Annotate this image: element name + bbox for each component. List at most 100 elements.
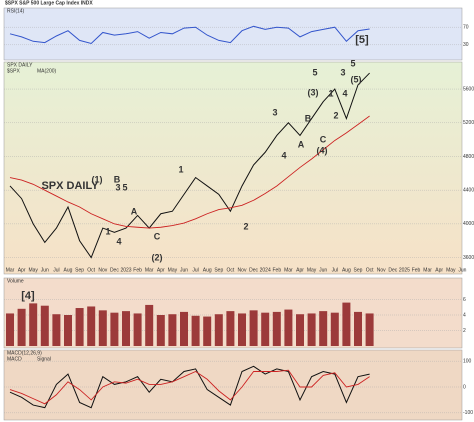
series-line <box>9 72 370 259</box>
wave-label: 5 <box>312 67 317 77</box>
y-tick-label: 4000 <box>463 221 474 227</box>
header: $SPX S&P 500 Large Cap Index INDX <box>5 0 93 6</box>
x-tick-label: 2024 <box>260 267 271 273</box>
y-tick-label: 4400 <box>463 187 474 193</box>
x-tick-label: Feb <box>272 267 281 273</box>
bar <box>168 314 177 346</box>
y-tick-label: 100 <box>463 358 472 364</box>
x-tick-label: Aug <box>203 267 212 273</box>
bar <box>342 302 351 346</box>
y-tick-label: 0 <box>463 384 466 390</box>
bar <box>191 315 200 346</box>
rsi-panel <box>3 7 463 61</box>
wave-label: 4 <box>281 150 286 160</box>
macd-panel <box>3 349 463 421</box>
wave-label: (2) <box>152 252 163 262</box>
panel-title: Volume <box>7 278 24 284</box>
bar <box>6 313 14 346</box>
x-tick-label: 2025 <box>399 267 410 273</box>
wave-label: A <box>131 206 138 216</box>
bar <box>122 311 130 346</box>
wave-label: 3 <box>340 67 345 77</box>
bar <box>319 311 328 346</box>
bar <box>145 304 154 346</box>
x-tick-label: Oct <box>366 267 374 273</box>
wave-label: 5 <box>122 182 127 192</box>
y-tick-label: 6 <box>463 297 466 303</box>
bar <box>17 308 26 346</box>
bar <box>365 313 374 346</box>
bar <box>272 311 281 346</box>
wave-label: 2 <box>243 221 248 231</box>
y-tick-label: 5200 <box>463 120 474 126</box>
wave-label: (4) <box>317 145 328 155</box>
x-tick-label: Apr <box>435 267 443 273</box>
x-tick-label: Apr <box>18 267 26 273</box>
series-line <box>9 369 370 405</box>
x-tick-label: Nov <box>377 267 386 273</box>
legend-entry: MACD <box>7 356 22 362</box>
wave-label: A <box>298 139 305 149</box>
wave-label: C <box>320 134 327 144</box>
price-panel <box>3 61 463 275</box>
series-line <box>9 365 370 409</box>
bar <box>226 311 235 346</box>
y-tick-label: -100 <box>463 410 473 416</box>
bar <box>296 314 304 346</box>
bar <box>98 310 107 346</box>
x-tick-label: Jun <box>41 267 49 273</box>
wave-label: B <box>114 174 121 184</box>
legend-entry: $SPX <box>7 68 20 74</box>
y-tick-label: 70 <box>463 25 469 31</box>
wave-label: [5] <box>355 34 369 46</box>
bar <box>110 312 119 346</box>
wave-label: 3 <box>272 107 277 117</box>
x-tick-label: Dec <box>110 267 119 273</box>
x-tick-label: May <box>307 267 317 273</box>
bar <box>214 314 223 346</box>
x-tick-label: Aug <box>342 267 351 273</box>
x-tick-label: Jun <box>319 267 327 273</box>
series-line <box>9 115 370 229</box>
panel-title: SPX DAILY <box>7 62 33 68</box>
wave-label: (5) <box>351 74 362 84</box>
bar <box>133 313 142 346</box>
wave-label: C <box>154 231 161 241</box>
x-tick-label: Mar <box>284 267 293 273</box>
wave-label: SPX DAILY <box>41 180 99 192</box>
x-tick-label: Aug <box>64 267 73 273</box>
wave-label: (1) <box>92 174 103 184</box>
x-tick-label: Oct <box>227 267 235 273</box>
bar <box>87 306 96 346</box>
bar <box>40 305 49 346</box>
x-tick-label: Jul <box>192 267 198 273</box>
bar <box>307 313 316 346</box>
bar <box>261 312 270 346</box>
y-tick-label: 4 <box>463 312 466 318</box>
wave-label: 1 <box>178 164 183 174</box>
series-line <box>9 25 370 45</box>
wave-label: 2 <box>333 110 338 120</box>
x-tick-label: May <box>446 267 456 273</box>
legend-entry: Signal <box>37 356 51 362</box>
y-tick-label: 30 <box>463 42 469 48</box>
wave-label: 1 <box>328 88 333 98</box>
x-tick-label: Dec <box>388 267 397 273</box>
bar <box>156 315 165 346</box>
x-tick-label: Feb <box>133 267 142 273</box>
x-tick-label: Mar <box>145 267 154 273</box>
wave-label: 5 <box>350 58 355 68</box>
wave-label: (3) <box>308 87 319 97</box>
bar <box>330 312 339 346</box>
x-tick-label: Nov <box>98 267 107 273</box>
x-tick-label: Nov <box>238 267 247 273</box>
x-tick-label: Oct <box>87 267 95 273</box>
bar <box>203 316 212 346</box>
x-tick-label: Jun <box>180 267 188 273</box>
x-tick-label: Jul <box>332 267 338 273</box>
bar <box>354 311 362 346</box>
y-tick-label: 5600 <box>463 86 474 92</box>
x-tick-label: Mar <box>6 267 15 273</box>
x-tick-label: Sep <box>75 267 84 273</box>
